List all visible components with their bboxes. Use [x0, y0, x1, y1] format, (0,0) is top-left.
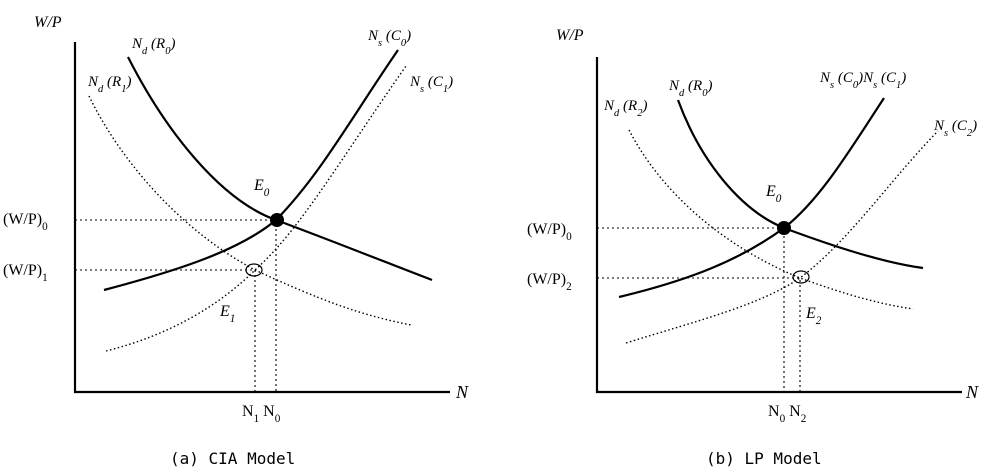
panel-lp: W/P N Nd (R0) Nd (R2) Ns (C0)Ns (C1) Ns …	[527, 27, 979, 468]
equilibrium-point-shifted-a	[245, 263, 263, 277]
supply-base-label-b: Ns (C0)Ns (C1)	[819, 70, 906, 91]
supply-shift-label-a-text: Ns (C1)	[409, 74, 453, 95]
supply-curve-shifted-a	[105, 65, 407, 352]
wage-shift-label-a: (W/P)1	[3, 262, 48, 284]
demand-base-label-a: Nd (R0)	[131, 36, 175, 57]
panel-cia: W/P N Nd (R0) Nd (R1) Ns (C0) Ns (C1) E0…	[3, 14, 469, 468]
eq-shift-label-b: E2	[805, 305, 822, 327]
demand-base-label-b-text: Nd (R0)	[668, 78, 712, 99]
supply-base-label-b-text: Ns (C0)Ns (C1)	[819, 70, 906, 91]
supply-base-label-a: Ns (C0)	[367, 28, 411, 49]
equilibrium-point-shifted-b	[792, 270, 810, 284]
demand-base-label-b: Nd (R0)	[668, 78, 712, 99]
eq-shift-label-a: E1	[219, 303, 235, 325]
axes-a	[73, 42, 450, 394]
y-axis-label-b: W/P	[556, 27, 584, 44]
demand-curve-base-b	[676, 99, 924, 270]
demand-shift-label-b: Nd (R2)	[603, 98, 647, 119]
employment-labels-b: N0 N2	[768, 403, 806, 425]
wage-base-label-b: (W/P)0	[527, 221, 572, 243]
y-axis-label-a: W/P	[34, 14, 62, 31]
axes-b	[595, 57, 962, 394]
x-axis-label-b: N	[965, 382, 979, 402]
supply-shift-label-b: Ns (C2)	[933, 118, 977, 139]
supply-curve-base-b	[618, 97, 885, 299]
supply-shift-label-a: Ns (C1)	[409, 74, 453, 95]
supply-curve-shifted-b	[625, 130, 939, 344]
eq-base-label-b: E0	[765, 183, 782, 205]
supply-base-label-a-text: Ns (C0)	[367, 28, 411, 49]
equilibrium-point-base-a	[270, 213, 284, 227]
x-axis-label-a: N	[455, 382, 469, 402]
demand-shift-label-b-text: Nd (R2)	[603, 98, 647, 119]
demand-shift-label-a-text: Nd (R1)	[87, 74, 131, 95]
guide-shift-a	[75, 269, 256, 392]
demand-shift-label-a: Nd (R1)	[87, 74, 131, 95]
guide-base-a	[75, 219, 277, 392]
supply-curve-base-a	[103, 49, 399, 292]
wage-shift-label-b: (W/P)2	[527, 271, 572, 293]
caption-b: (b) LP Model	[706, 449, 822, 468]
employment-labels-a: N1 N0	[242, 403, 281, 425]
caption-a: (a) CIA Model	[170, 449, 295, 468]
wage-base-label-a: (W/P)0	[3, 211, 48, 233]
guide-base-b	[597, 227, 785, 392]
supply-shift-label-b-text: Ns (C2)	[933, 118, 977, 139]
demand-curve-base-a	[127, 56, 433, 282]
eq-base-label-a: E0	[253, 177, 270, 199]
demand-base-label-a-text: Nd (R0)	[131, 36, 175, 57]
equilibrium-point-base-b	[777, 221, 791, 235]
